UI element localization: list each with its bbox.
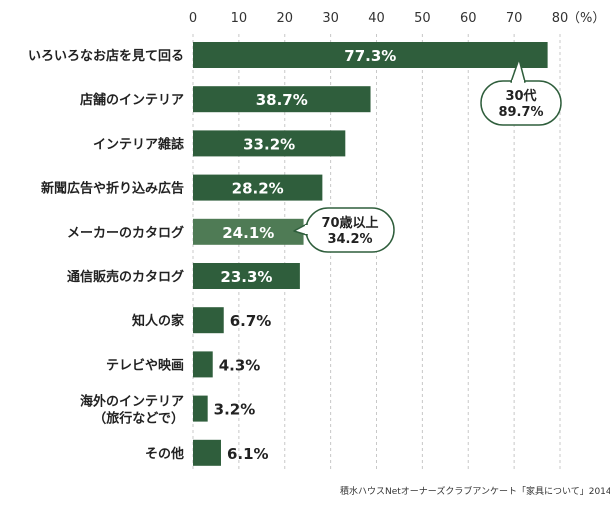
callout-text: 30代 — [505, 88, 536, 104]
category-label: 新聞広告や折り込み広告 — [41, 181, 184, 197]
category-label: その他 — [145, 446, 184, 462]
value-label: 28.2% — [232, 180, 284, 198]
x-tick-label: 80 — [552, 11, 569, 26]
x-unit-label: （%） — [567, 11, 605, 26]
value-label: 33.2% — [243, 135, 295, 153]
bar — [193, 42, 548, 68]
callout-text: 70歳以上 — [321, 215, 378, 231]
bar — [193, 263, 300, 289]
x-tick-label: 10 — [231, 11, 248, 26]
x-tick-label: 50 — [414, 11, 431, 26]
value-label: 6.1% — [227, 445, 269, 463]
bar — [193, 307, 224, 334]
category-label: メーカーのカタログ — [67, 225, 184, 241]
category-label: 海外のインテリア（旅行などで） — [80, 394, 184, 427]
callout-text: 89.7% — [498, 105, 543, 120]
value-label: 77.3% — [344, 47, 396, 65]
value-label: 23.3% — [220, 268, 272, 286]
bar — [193, 351, 213, 378]
value-label: 6.7% — [230, 312, 272, 330]
bar — [193, 218, 304, 245]
value-label: 4.3% — [219, 356, 261, 374]
category-label: インテリア雑誌 — [93, 136, 184, 152]
x-axis-ticks: 0 10 20 30 40 50 60 70 80（%） — [189, 11, 606, 26]
value-label: 24.1% — [222, 224, 274, 242]
x-tick-label: 60 — [460, 11, 477, 26]
value-label: 3.2% — [214, 401, 256, 419]
bar — [193, 86, 371, 113]
category-label: テレビや映画 — [106, 357, 184, 373]
category-label: 通信販売のカタログ — [67, 269, 184, 285]
bar — [193, 439, 221, 466]
x-tick-label: 70 — [506, 11, 523, 26]
source-note: 積水ハウスNetオーナーズクラブアンケート「家具について」2014 — [340, 487, 610, 497]
category-label: 知人の家 — [132, 313, 185, 329]
bar — [193, 174, 323, 201]
x-tick-label: 30 — [322, 11, 339, 26]
callout-text: 34.2% — [327, 232, 372, 247]
category-label: 店舗のインテリア — [80, 92, 184, 108]
x-tick-label: 40 — [368, 11, 385, 26]
x-tick-label: 0 — [189, 11, 197, 26]
value-labels: 77.3% 38.7% 33.2% 28.2% 24.1% 23.3% 6.7% 4.3% 3.… — [214, 47, 397, 463]
bar — [193, 395, 208, 422]
category-label: いろいろなお店を見て回る — [28, 48, 184, 64]
x-tick-label: 20 — [276, 11, 293, 26]
category-labels: いろいろなお店を見て回る店舗のインテリアインテリア雑誌新聞広告や折り込み広告メー… — [28, 48, 185, 462]
value-label: 38.7% — [256, 91, 308, 109]
bars — [193, 42, 548, 466]
bar — [193, 130, 346, 157]
